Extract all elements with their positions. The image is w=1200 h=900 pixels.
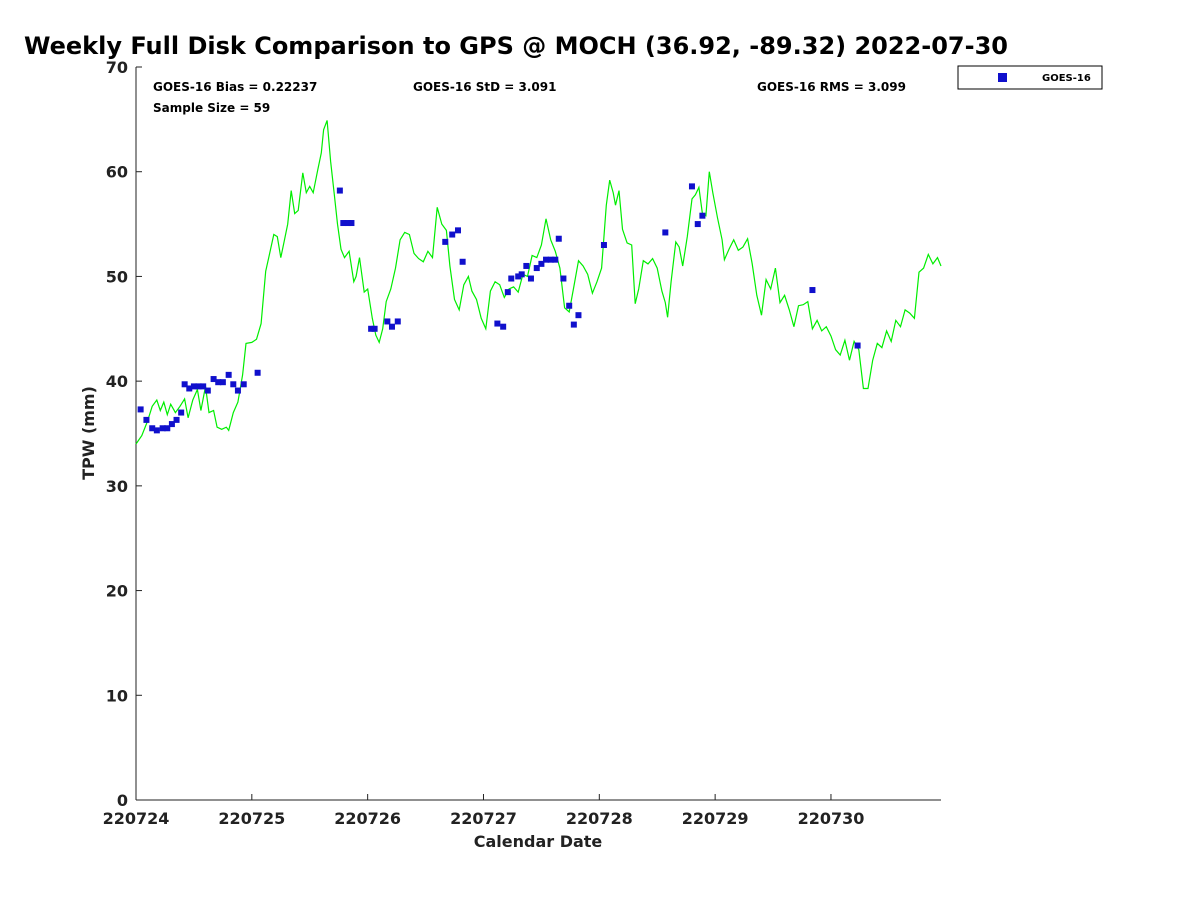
y-tick-label: 0 xyxy=(117,791,128,810)
y-tick-label: 60 xyxy=(106,163,128,182)
goes16-point xyxy=(368,325,375,332)
goes16-point xyxy=(137,406,144,413)
goes16-point xyxy=(459,258,466,265)
goes16-point xyxy=(173,416,180,423)
goes16-point xyxy=(164,425,171,432)
x-tick-label: 220730 xyxy=(798,809,865,828)
goes16-point xyxy=(500,323,507,330)
x-tick-label: 220729 xyxy=(682,809,749,828)
goes16-point xyxy=(340,220,347,227)
goes16-point xyxy=(204,387,211,394)
goes16-point xyxy=(455,227,461,234)
goes16-point xyxy=(662,229,669,236)
goes16-point xyxy=(555,235,562,242)
goes16-point xyxy=(449,231,456,238)
goes16-point xyxy=(688,183,695,190)
goes16-point xyxy=(348,220,355,227)
goes16-point xyxy=(518,271,525,278)
goes16-point xyxy=(543,256,550,263)
goes16-point xyxy=(159,425,166,432)
goes16-point xyxy=(168,421,175,428)
chart-title: Weekly Full Disk Comparison to GPS @ MOC… xyxy=(24,32,1008,60)
goes16-point xyxy=(538,260,545,267)
stat-sample-size: Sample Size = 59 xyxy=(153,101,270,115)
goes16-point xyxy=(190,383,197,390)
y-tick-label: 70 xyxy=(106,58,128,77)
plot-area: 0 10 20 30 40 50 60 70 220724 220725 220726 220727 2… xyxy=(103,58,942,828)
y-tick-label: 30 xyxy=(106,477,128,496)
goes16-point xyxy=(494,320,501,327)
goes16-point xyxy=(527,275,534,282)
goes16-point xyxy=(181,381,188,388)
goes16-point xyxy=(442,238,449,245)
x-tick-label: 220727 xyxy=(450,809,517,828)
goes16-point xyxy=(547,256,554,263)
goes16-point xyxy=(225,371,232,378)
stat-rms: GOES-16 RMS = 3.099 xyxy=(757,80,906,94)
goes16-point xyxy=(254,369,261,376)
goes16-point xyxy=(523,262,530,269)
goes16-point xyxy=(508,275,515,282)
x-tick-label: 220728 xyxy=(566,809,633,828)
goes16-point xyxy=(694,221,701,228)
y-tick-label: 10 xyxy=(106,686,128,705)
legend-swatch-goes16 xyxy=(998,73,1007,82)
goes16-point xyxy=(215,379,222,386)
goes16-point xyxy=(240,381,247,388)
goes16-point xyxy=(149,425,156,432)
goes16-point xyxy=(195,383,202,390)
y-tick-label: 40 xyxy=(106,372,128,391)
goes16-point xyxy=(552,256,559,263)
goes16-point xyxy=(699,212,706,219)
x-axis-label: Calendar Date xyxy=(474,832,603,851)
goes16-point xyxy=(371,325,378,332)
goes16-point xyxy=(153,427,160,434)
goes16-point xyxy=(210,376,217,383)
legend: GOES-16 xyxy=(957,65,1103,90)
goes16-point xyxy=(186,385,193,392)
y-tick-label: 20 xyxy=(106,582,128,601)
x-tick-label: 220726 xyxy=(334,809,401,828)
goes16-point xyxy=(200,383,207,390)
x-tick-label: 220725 xyxy=(218,809,285,828)
goes16-point xyxy=(394,318,401,325)
goes16-point xyxy=(178,409,185,416)
goes16-point xyxy=(600,242,607,249)
goes16-point xyxy=(515,273,522,280)
goes16-point xyxy=(809,287,816,294)
goes16-point xyxy=(533,265,540,272)
legend-label-goes16: GOES-16 xyxy=(1042,73,1091,84)
goes16-point xyxy=(230,381,237,388)
goes16-point xyxy=(388,323,395,330)
goes16-point xyxy=(336,187,343,194)
goes16-point xyxy=(234,387,241,394)
legend-box xyxy=(957,65,1103,90)
goes16-point xyxy=(575,312,582,319)
y-tick-label: 50 xyxy=(106,267,128,286)
goes16-point xyxy=(570,321,577,328)
goes16-point xyxy=(219,379,226,386)
y-axis-label: TPW (mm) xyxy=(79,386,98,480)
goes16-point xyxy=(566,302,573,309)
goes16-point xyxy=(854,342,861,349)
gps-tpw-line xyxy=(135,120,942,445)
stat-std: GOES-16 StD = 3.091 xyxy=(413,80,556,94)
x-tick-label: 220724 xyxy=(103,809,170,828)
goes16-point xyxy=(560,275,567,282)
goes16-point xyxy=(344,220,351,227)
goes16-point xyxy=(504,289,511,296)
stat-bias: GOES-16 Bias = 0.22237 xyxy=(153,80,317,94)
goes16-point xyxy=(384,318,391,325)
goes16-point xyxy=(143,416,150,423)
